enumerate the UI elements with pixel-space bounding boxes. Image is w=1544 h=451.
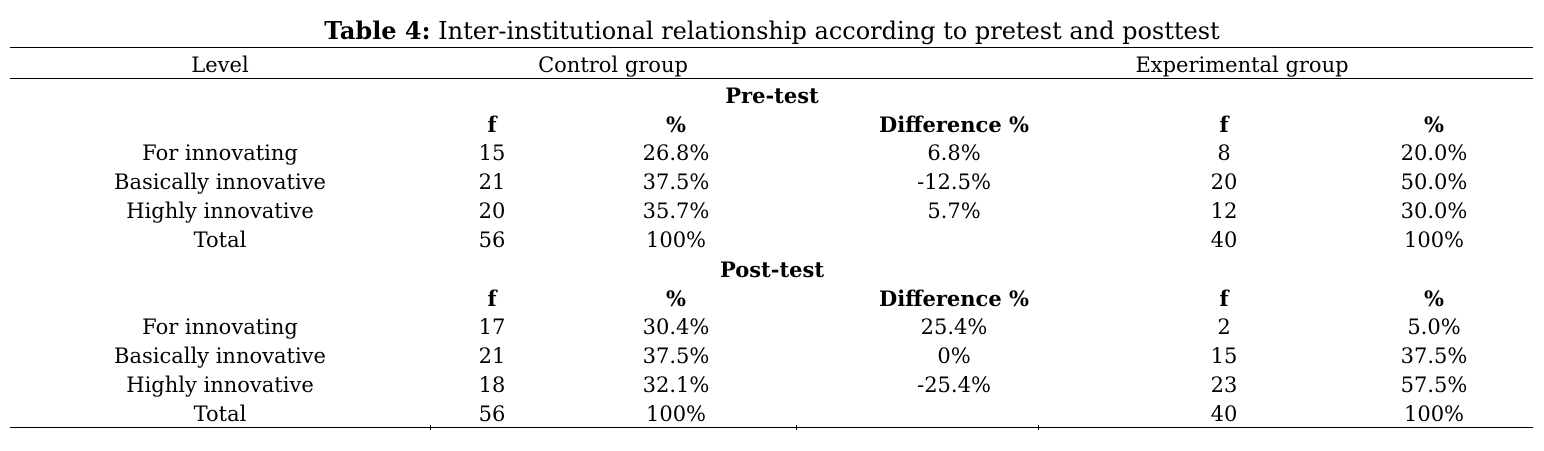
col-header-level: Level xyxy=(191,53,249,77)
bottom-tick xyxy=(1038,425,1039,430)
table-caption: Table 4: Inter-institutional relationshi… xyxy=(0,15,1544,47)
table-cell: 15 xyxy=(478,141,506,165)
subheader-cell: % xyxy=(666,286,686,311)
caption-label: Table 4: xyxy=(324,16,431,45)
row-label: Highly innovative xyxy=(126,199,314,223)
table-cell: 23 xyxy=(1210,373,1238,397)
table-cell: 12 xyxy=(1210,199,1238,223)
subheader-cell: f xyxy=(487,112,497,137)
subheader-cell: f xyxy=(1219,286,1229,311)
row-label: For innovating xyxy=(142,141,298,165)
table-cell: 100% xyxy=(1403,402,1465,426)
bottom-tick xyxy=(796,425,797,430)
bottom-tick xyxy=(430,425,431,430)
row-label: For innovating xyxy=(142,315,298,339)
table-cell: 21 xyxy=(478,170,506,194)
col-header-experimental-group: Experimental group xyxy=(1135,53,1349,77)
table-cell: 5.7% xyxy=(927,199,981,223)
table-cell: 17 xyxy=(478,315,506,339)
table-cell: 18 xyxy=(478,373,506,397)
row-label: Total xyxy=(193,402,247,426)
col-header-control-group: Control group xyxy=(538,53,688,77)
table-cell: 37.5% xyxy=(642,344,710,368)
table-cell: 56 xyxy=(478,228,506,252)
table-cell: 30.0% xyxy=(1400,199,1468,223)
table-cell: -25.4% xyxy=(917,373,991,397)
table-cell: 100% xyxy=(645,402,707,426)
section-title: Pre-test xyxy=(725,83,819,108)
section-title: Post-test xyxy=(719,257,825,282)
caption-text: Inter-institutional relationship accordi… xyxy=(430,17,1220,45)
table-cell: 6.8% xyxy=(927,141,981,165)
table-cell: 2 xyxy=(1217,315,1231,339)
table-cell: 40 xyxy=(1210,402,1238,426)
header-rule xyxy=(10,78,1533,79)
table-cell: 25.4% xyxy=(920,315,988,339)
table-cell: 57.5% xyxy=(1400,373,1468,397)
subheader-cell: % xyxy=(1424,286,1444,311)
subheader-cell: % xyxy=(666,112,686,137)
table-cell: 20 xyxy=(478,199,506,223)
table-cell: 15 xyxy=(1210,344,1238,368)
table-cell: 37.5% xyxy=(1400,344,1468,368)
table-cell: 0% xyxy=(937,344,971,368)
table-cell: 35.7% xyxy=(642,199,710,223)
subheader-cell: % xyxy=(1424,112,1444,137)
table-cell: 21 xyxy=(478,344,506,368)
top-rule xyxy=(10,47,1533,48)
table-cell: 40 xyxy=(1210,228,1238,252)
table-cell: -12.5% xyxy=(917,170,991,194)
table-cell: 50.0% xyxy=(1400,170,1468,194)
table-cell: 100% xyxy=(645,228,707,252)
bottom-rule xyxy=(10,427,1533,428)
table-cell: 20 xyxy=(1210,170,1238,194)
table-cell: 26.8% xyxy=(642,141,710,165)
row-label: Basically innovative xyxy=(114,170,326,194)
subheader-cell: f xyxy=(1219,112,1229,137)
row-label: Highly innovative xyxy=(126,373,314,397)
subheader-cell: Difference % xyxy=(879,112,1029,137)
table-cell: 8 xyxy=(1217,141,1231,165)
subheader-cell: f xyxy=(487,286,497,311)
table-cell: 5.0% xyxy=(1407,315,1461,339)
table-cell: 100% xyxy=(1403,228,1465,252)
table-cell: 32.1% xyxy=(642,373,710,397)
table-cell: 30.4% xyxy=(642,315,710,339)
row-label: Total xyxy=(193,228,247,252)
subheader-cell: Difference % xyxy=(879,286,1029,311)
row-label: Basically innovative xyxy=(114,344,326,368)
table-cell: 20.0% xyxy=(1400,141,1468,165)
table-cell: 56 xyxy=(478,402,506,426)
table-cell: 37.5% xyxy=(642,170,710,194)
